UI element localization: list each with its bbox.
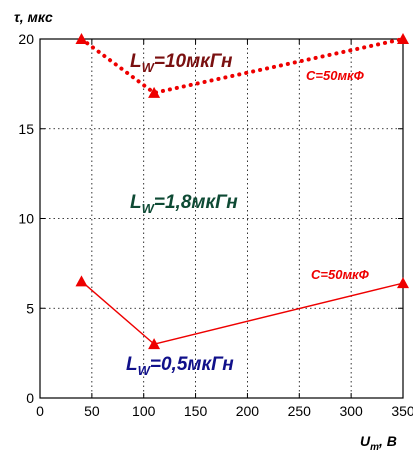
y-tick-label: 0 <box>26 390 34 406</box>
data-point-lw05 <box>397 277 409 289</box>
series-label-lw05: LW=0,5мкГн <box>126 354 234 378</box>
x-tick-label: 300 <box>339 403 363 419</box>
grid <box>40 39 403 398</box>
y-tick-label: 20 <box>18 31 34 47</box>
x-tick-label: 350 <box>391 403 413 419</box>
data-point-lw10 <box>397 33 409 44</box>
x-axis-title: Um, В <box>360 433 397 453</box>
y-tick-label: 5 <box>26 300 34 316</box>
x-tick-label: 0 <box>36 403 44 419</box>
x-tick-labels: 0 50 100 150 200 250 300 350 <box>36 403 413 419</box>
series-label-lw18: LW=1,8мкГн <box>130 192 238 216</box>
data-point-lw05 <box>75 275 88 287</box>
x-tick-label: 50 <box>84 403 100 419</box>
y-tick-labels: 0 5 10 15 20 <box>18 31 34 406</box>
x-tick-label: 100 <box>132 403 156 419</box>
data-point-lw05 <box>148 338 161 350</box>
x-tick-label: 150 <box>184 403 208 419</box>
data-point-lw10 <box>148 86 161 98</box>
series-markers <box>75 33 409 350</box>
series-label-lw10: LW=10мкГн <box>130 51 233 75</box>
capacitance-label-bottom: C=50мкФ <box>311 267 370 282</box>
series-line-lw05 <box>81 280 404 345</box>
data-point-lw10 <box>75 33 88 44</box>
y-tick-label: 10 <box>18 211 34 227</box>
y-axis-title: τ, мкс <box>14 9 53 25</box>
x-tick-label: 250 <box>288 403 312 419</box>
x-tick-label: 200 <box>236 403 260 419</box>
capacitance-label-top: C=50мкФ <box>306 68 365 83</box>
y-tick-label: 15 <box>18 121 34 137</box>
